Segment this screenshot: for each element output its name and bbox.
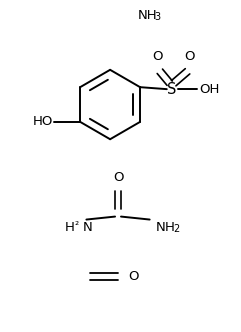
Text: OH: OH	[199, 83, 220, 96]
Text: O: O	[184, 50, 195, 63]
Text: 2: 2	[173, 224, 180, 234]
Text: NH: NH	[138, 9, 157, 22]
Text: H: H	[165, 221, 174, 234]
Text: N: N	[156, 221, 165, 234]
Text: HO: HO	[32, 116, 53, 128]
Text: H: H	[65, 221, 74, 234]
Text: O: O	[113, 171, 123, 184]
Text: N: N	[82, 221, 92, 234]
Text: S: S	[167, 82, 176, 97]
Text: 3: 3	[155, 12, 161, 22]
Text: ₂: ₂	[74, 217, 79, 227]
Text: O: O	[153, 50, 163, 63]
Text: O: O	[129, 270, 139, 283]
